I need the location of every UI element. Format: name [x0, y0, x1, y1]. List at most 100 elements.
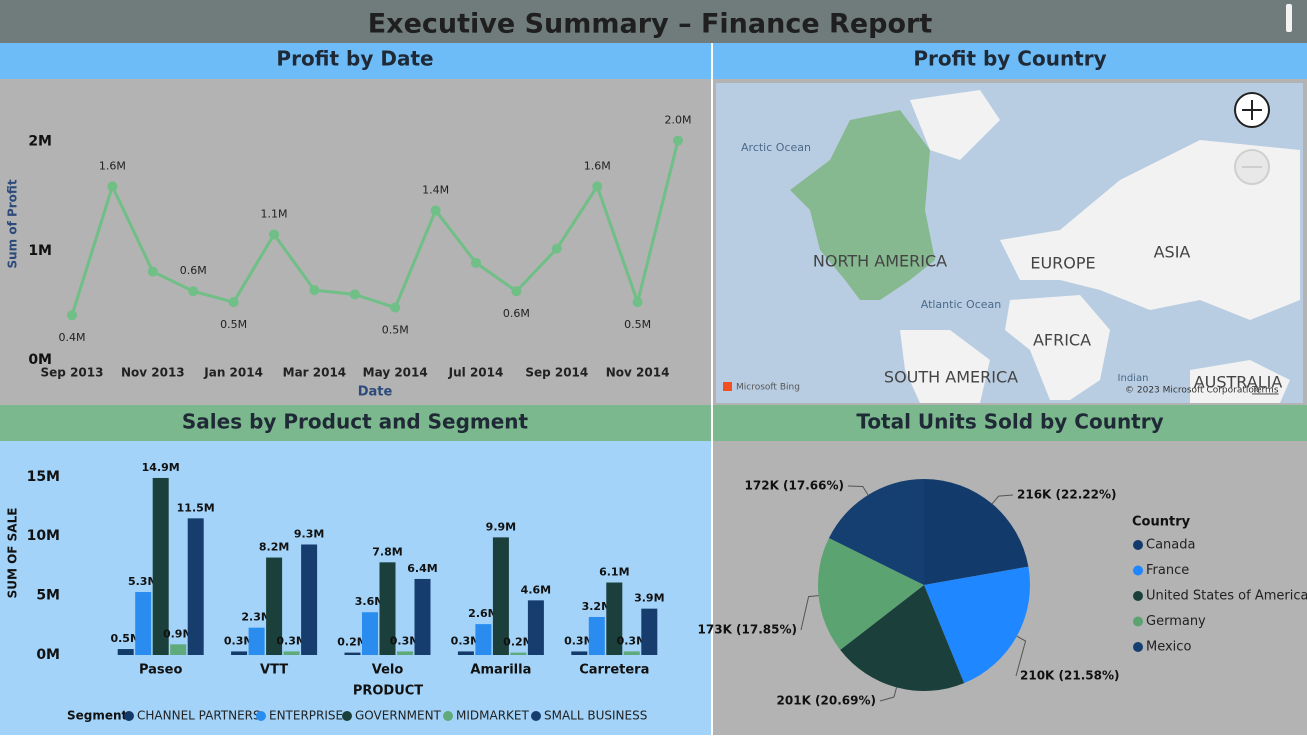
- data-label: 0.3M: [564, 634, 594, 647]
- point: [188, 286, 199, 297]
- pie-slice: [924, 479, 1029, 585]
- bar: [492, 537, 509, 655]
- point: [67, 310, 77, 321]
- x-tick-label: Sep 2014: [525, 366, 588, 380]
- line: [70, 140, 680, 316]
- legend-marker: [256, 711, 266, 721]
- zoom-in-icon: [1242, 100, 1262, 120]
- legend-marker: [1133, 591, 1143, 601]
- data-label: 0.4M: [59, 331, 86, 344]
- bar: [231, 651, 248, 655]
- data-label: 0.2M: [503, 636, 533, 649]
- bar: [379, 562, 396, 655]
- leader-line: [1015, 635, 1027, 677]
- bing-logo: [723, 382, 732, 391]
- map-label: SOUTH AMERICA: [884, 368, 1018, 387]
- data-label: 0.3M: [276, 634, 306, 647]
- legend-label: Canada: [1146, 538, 1195, 553]
- panel-title: Profit by Country: [913, 47, 1106, 71]
- pie-slice: [818, 538, 924, 650]
- panel-title-bar: [713, 405, 1307, 441]
- data-label: 3.2M: [582, 600, 612, 613]
- south-america: [900, 330, 990, 403]
- data-label: 0.6M: [180, 264, 207, 277]
- legend-label: Mexico: [1146, 640, 1191, 655]
- legend-label: MIDMARKET: [456, 709, 529, 723]
- bar: [344, 652, 361, 655]
- y-axis-title: Sum of Profit: [6, 179, 20, 268]
- data-label: 0.6M: [503, 307, 530, 320]
- panel-title-bar: [0, 43, 711, 79]
- scrollbar[interactable]: [1286, 4, 1292, 32]
- legend-title: Country: [1132, 515, 1191, 530]
- leader-line: [879, 687, 898, 702]
- data-label: 9.3M: [294, 527, 324, 540]
- x-tick-label: Amarilla: [470, 663, 531, 678]
- data-label: 1.6M: [99, 159, 126, 172]
- bar: [283, 651, 300, 655]
- data-label: 9.9M: [486, 520, 516, 533]
- x-axis-title: PRODUCT: [353, 684, 423, 699]
- leader-line: [991, 494, 1014, 505]
- bar: [571, 651, 588, 655]
- bar: [135, 592, 152, 655]
- y-tick-label: 5M: [36, 588, 60, 604]
- panel-title: Sales by Product and Segment: [182, 410, 529, 434]
- point: [309, 285, 320, 296]
- y-tick-label: 0M: [36, 647, 60, 663]
- data-label: 0.9M: [163, 627, 193, 640]
- data-label: 0.5M: [110, 632, 140, 645]
- pie-slice: [828, 479, 924, 585]
- x-tick-label: Paseo: [139, 663, 183, 678]
- data-label: 0.5M: [220, 318, 247, 331]
- map-label: EUROPE: [1030, 254, 1095, 273]
- data-label: 1.6M: [584, 159, 611, 172]
- legend-label: GOVERNMENT: [355, 709, 442, 723]
- panel-title: Total Units Sold by Country: [856, 410, 1163, 434]
- data-label: 2.6M: [468, 607, 498, 620]
- point: [349, 289, 360, 300]
- data-label: 172K (17.66%): [745, 479, 844, 493]
- bar: [117, 649, 134, 655]
- data-label: 173K (17.85%): [698, 623, 797, 637]
- point: [147, 266, 158, 277]
- legend-label: United States of America: [1146, 589, 1307, 604]
- y-tick-label: 10M: [27, 528, 60, 544]
- data-label: 0.3M: [451, 634, 481, 647]
- greenland: [910, 90, 1000, 160]
- x-tick-label: May 2014: [363, 366, 428, 380]
- data-label: 3.9M: [634, 592, 664, 605]
- point: [592, 181, 603, 192]
- point: [673, 135, 683, 146]
- point: [107, 181, 118, 192]
- data-label: 0.3M: [224, 634, 254, 647]
- x-tick-label: Mar 2014: [283, 366, 347, 380]
- legend-marker: [1133, 540, 1143, 550]
- y-tick-label: 15M: [27, 469, 60, 485]
- panel-title-bar: [713, 43, 1307, 79]
- x-tick-label: Nov 2014: [606, 366, 670, 380]
- legend-title: Segment: [67, 709, 128, 723]
- data-label: 14.9M: [142, 461, 180, 474]
- bar: [362, 612, 378, 655]
- bar: [414, 578, 431, 655]
- data-label: 0.5M: [624, 318, 651, 331]
- point: [228, 297, 239, 308]
- bar: [588, 616, 605, 655]
- legend-label: France: [1146, 563, 1189, 578]
- point: [511, 286, 522, 297]
- bar: [623, 651, 640, 655]
- map-terms[interactable]: Terms: [1251, 386, 1279, 396]
- map[interactable]: Microsoft Bing © 2023 Microsoft Corporat…: [716, 83, 1303, 403]
- x-tick-label: Jan 2014: [203, 366, 263, 380]
- africa: [1005, 295, 1110, 400]
- legend-marker: [342, 711, 352, 721]
- panel-body: [0, 79, 711, 405]
- data-label: 1.1M: [261, 207, 288, 220]
- panel-title-bar: [0, 405, 711, 441]
- point: [269, 229, 279, 240]
- data-label: 0.3M: [390, 634, 420, 647]
- data-label: 216K (22.22%): [1017, 488, 1116, 502]
- page-title: Executive Summary – Finance Report: [368, 9, 933, 40]
- bar: [457, 651, 474, 655]
